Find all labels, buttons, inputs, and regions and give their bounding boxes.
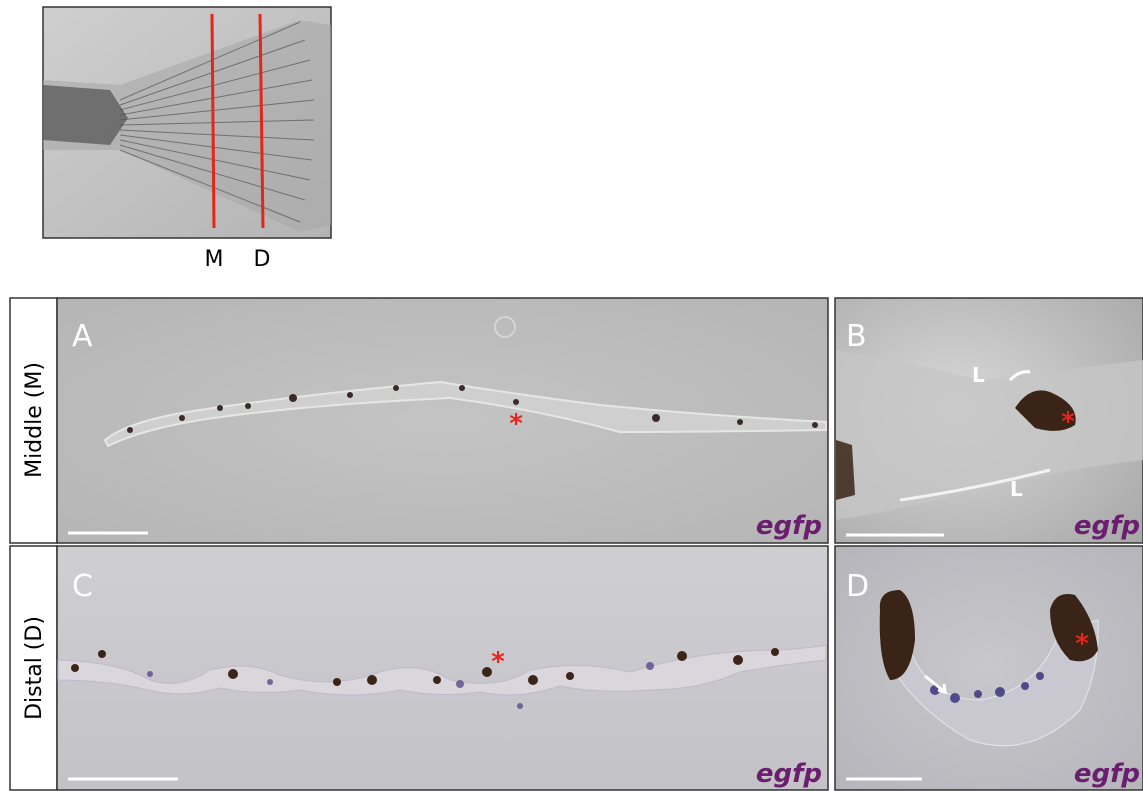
panel-letter: D [846, 569, 869, 604]
panel: D * egfp [835, 546, 1143, 790]
marker: * [1061, 407, 1075, 437]
stain-label: egfp [756, 511, 822, 541]
marker: * [491, 647, 505, 677]
fin-inset: M D [43, 7, 331, 272]
panel: C * egfp [57, 546, 828, 790]
annotation: L [1010, 477, 1023, 501]
marker: * [1075, 629, 1089, 659]
stain-label: egfp [1074, 759, 1140, 789]
row-label: Middle (M) [22, 362, 47, 478]
figure: M D Middle (M) Distal (D) A * egfp B L L… [0, 0, 1143, 791]
marker: * [509, 409, 523, 439]
annotation: L [972, 363, 985, 387]
panel-letter: B [846, 319, 867, 354]
panel-letter: C [72, 569, 93, 604]
inset-label: D [254, 247, 271, 272]
panel: B L L * egfp [835, 298, 1143, 543]
row-label: Distal (D) [22, 616, 47, 720]
stain-label: egfp [1074, 511, 1140, 541]
inset-label: M [205, 247, 224, 272]
panel-letter: A [72, 319, 93, 354]
stain-label: egfp [756, 759, 822, 789]
panel: A * egfp [57, 298, 828, 543]
